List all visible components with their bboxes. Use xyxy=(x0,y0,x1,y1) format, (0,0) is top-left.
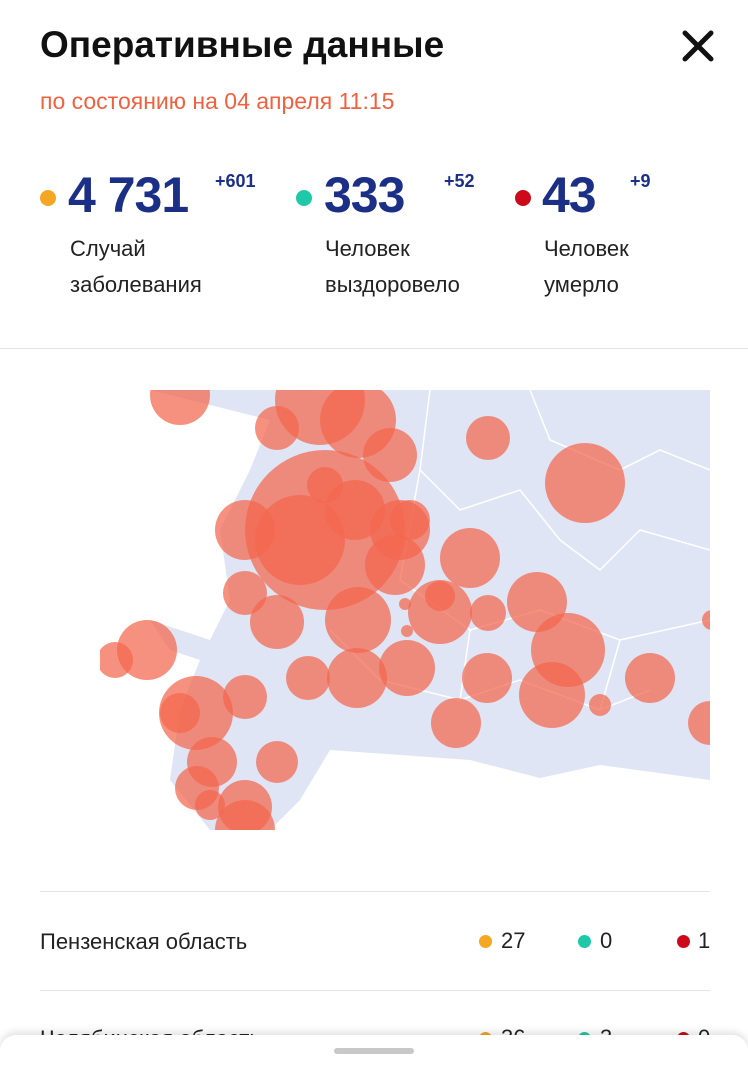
region-name: Пензенская область xyxy=(40,929,248,954)
stat-value: 43 xyxy=(542,167,597,223)
stat-value: 4 731 xyxy=(68,167,189,223)
title: Оперативные данные xyxy=(40,24,445,65)
stat-label: Человек xyxy=(325,236,410,261)
region-recovered: 0 xyxy=(600,928,613,953)
map[interactable] xyxy=(0,380,748,840)
bottom-sheet xyxy=(0,1035,748,1075)
stat-value: 333 xyxy=(324,167,405,223)
stat-label: заболевания xyxy=(70,272,202,297)
cases-dot xyxy=(479,935,492,948)
subtitle: по состоянию на 04 апреля 11:15 xyxy=(40,88,395,114)
cases-dot xyxy=(40,190,56,206)
region-cases: 27 xyxy=(501,928,526,953)
stat-label: умерло xyxy=(544,272,619,297)
divider xyxy=(40,891,710,892)
stat-delta: +52 xyxy=(444,171,475,191)
region-deaths: 1 xyxy=(698,928,711,953)
divider xyxy=(40,990,710,991)
deaths-dot xyxy=(677,935,690,948)
stat-delta: +601 xyxy=(215,171,256,191)
sheet-handle[interactable] xyxy=(334,1048,414,1054)
stat-label: Человек xyxy=(544,236,629,261)
divider xyxy=(0,348,748,349)
map-bubbles xyxy=(100,390,710,830)
stat-label: Случай xyxy=(70,236,146,261)
close-button[interactable] xyxy=(680,28,716,64)
stat-delta: +9 xyxy=(630,171,651,191)
recovered-dot xyxy=(578,935,591,948)
deaths-dot xyxy=(515,190,531,206)
stat-label: выздоровело xyxy=(325,272,460,297)
recovered-dot xyxy=(296,190,312,206)
